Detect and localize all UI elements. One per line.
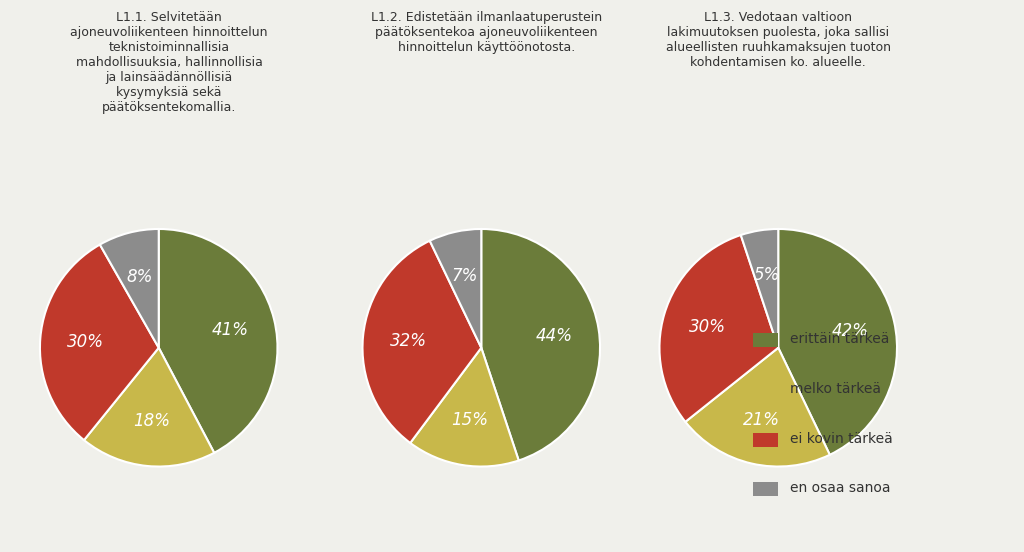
Wedge shape <box>430 229 481 348</box>
Wedge shape <box>659 235 778 422</box>
Text: 44%: 44% <box>536 327 572 345</box>
Wedge shape <box>362 241 481 443</box>
Wedge shape <box>84 348 214 466</box>
Text: 7%: 7% <box>452 267 478 285</box>
Text: 5%: 5% <box>754 266 779 284</box>
Text: 30%: 30% <box>689 318 726 336</box>
Text: L1.1. Selvitetään
ajoneuvoliikenteen hinnoittelun
teknistoiminnallisia
mahdollis: L1.1. Selvitetään ajoneuvoliikenteen hin… <box>71 11 267 114</box>
Wedge shape <box>778 229 897 455</box>
Text: erittäin tärkeä: erittäin tärkeä <box>790 332 889 346</box>
Text: ei kovin tärkeä: ei kovin tärkeä <box>790 432 892 445</box>
Wedge shape <box>159 229 278 453</box>
Text: 30%: 30% <box>67 333 103 351</box>
Text: melko tärkeä: melko tärkeä <box>790 382 881 396</box>
Wedge shape <box>411 348 519 466</box>
Text: 32%: 32% <box>389 332 426 349</box>
Text: 42%: 42% <box>831 322 868 341</box>
Text: 41%: 41% <box>212 321 249 339</box>
Wedge shape <box>685 348 829 466</box>
Wedge shape <box>100 229 159 348</box>
Text: 21%: 21% <box>743 411 780 428</box>
Text: en osaa sanoa: en osaa sanoa <box>790 481 890 495</box>
Text: 8%: 8% <box>127 268 153 285</box>
Wedge shape <box>481 229 600 460</box>
Text: 18%: 18% <box>133 412 170 430</box>
Wedge shape <box>740 229 778 348</box>
Wedge shape <box>40 245 159 440</box>
Text: L1.3. Vedotaan valtioon
lakimuutoksen puolesta, joka sallisi
alueellisten ruuhka: L1.3. Vedotaan valtioon lakimuutoksen pu… <box>666 11 891 69</box>
Text: L1.2. Edistetään ilmanlaatuperustein
päätöksentekoa ajoneuvoliikenteen
hinnoitte: L1.2. Edistetään ilmanlaatuperustein pää… <box>371 11 602 54</box>
Text: 15%: 15% <box>451 411 488 429</box>
